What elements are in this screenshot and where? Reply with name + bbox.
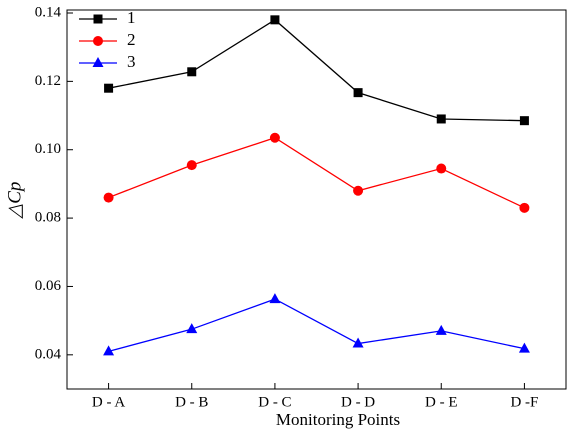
legend-label: 3 — [127, 52, 136, 71]
data-point — [352, 337, 364, 348]
data-point — [436, 163, 447, 174]
x-axis-label: Monitoring Points — [276, 410, 400, 429]
series-line — [108, 137, 525, 209]
y-tick-label: 0.08 — [35, 210, 61, 226]
data-point — [518, 342, 530, 353]
data-point — [353, 88, 363, 98]
y-tick-label: 0.06 — [35, 278, 62, 294]
data-point — [104, 83, 114, 93]
legend-marker — [92, 57, 104, 67]
data-point — [103, 192, 114, 203]
data-point — [186, 160, 197, 171]
data-point — [435, 324, 447, 335]
x-tick-label: D -F — [510, 394, 538, 410]
y-tick-label: 0.14 — [35, 4, 62, 20]
legend-label: 2 — [127, 30, 136, 49]
plot-frame — [66, 9, 567, 390]
data-point — [436, 114, 446, 124]
series-line — [108, 19, 525, 122]
x-tick-label: D - D — [341, 394, 375, 410]
data-point — [270, 15, 280, 25]
data-point — [103, 345, 115, 356]
y-tick-label: 0.04 — [35, 346, 62, 362]
data-point — [353, 185, 364, 196]
data-point — [187, 67, 197, 77]
legend-marker — [93, 14, 103, 24]
legend-label: 1 — [127, 8, 136, 27]
data-point — [269, 293, 281, 304]
y-tick-label: 0.10 — [35, 141, 61, 157]
x-tick-label: D - B — [175, 394, 208, 410]
x-tick-label: D - C — [258, 394, 291, 410]
x-tick-label: D - A — [92, 394, 126, 410]
x-tick-label: D - E — [425, 394, 458, 410]
data-point — [269, 132, 280, 143]
y-axis-label: △Cp — [4, 182, 25, 220]
series-line — [108, 298, 525, 353]
legend-marker — [93, 36, 103, 46]
data-point — [519, 202, 530, 213]
y-tick-label: 0.12 — [35, 73, 61, 89]
data-point — [186, 323, 198, 334]
data-point — [519, 116, 529, 126]
